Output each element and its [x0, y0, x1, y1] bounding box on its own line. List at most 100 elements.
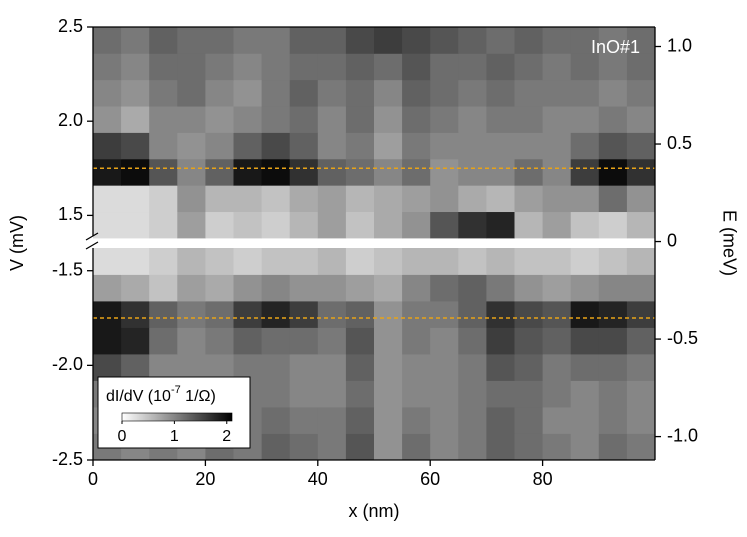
heatmap-cell: [233, 79, 262, 107]
heatmap-cell: [149, 79, 178, 107]
heatmap-cell: [289, 407, 319, 434]
heatmap-cell: [233, 211, 262, 239]
heatmap-cell: [626, 433, 655, 460]
heatmap-cell: [626, 53, 655, 81]
heatmap-cell: [458, 132, 487, 160]
x-tick-label: 20: [195, 469, 215, 489]
heatmap-cell: [261, 106, 291, 133]
heatmap-cell: [121, 211, 150, 239]
heatmap-cell: [261, 158, 291, 186]
axis-break: [85, 241, 99, 250]
heatmap-cell: [233, 106, 262, 133]
heatmap-cell: [598, 79, 628, 107]
heatmap-cell: [514, 380, 543, 408]
heatmap-cell: [205, 132, 234, 160]
heatmap-cell: [486, 79, 515, 107]
heatmap-cell: [458, 433, 487, 460]
colorbar-tick-label: 0: [118, 428, 127, 445]
heatmap-cell: [430, 407, 459, 434]
heatmap-cell: [149, 106, 178, 133]
heatmap-cell: [149, 211, 178, 239]
heatmap-cell: [317, 301, 347, 328]
heatmap-cell: [121, 185, 150, 213]
heatmap-cell: [289, 433, 319, 460]
heatmap-cell: [93, 27, 122, 54]
heatmap-cell: [626, 380, 655, 408]
heatmap-cell: [514, 433, 543, 460]
heatmap-cell: [93, 132, 122, 160]
heatmap-cell: [317, 132, 347, 160]
heatmap-cell: [514, 158, 543, 186]
heatmap-cell: [177, 79, 206, 107]
heatmap-cell: [542, 248, 572, 275]
heatmap-cell: [570, 79, 600, 107]
heatmap-cell: [486, 380, 515, 408]
y-axis-title: V (mV): [7, 215, 27, 271]
heatmap-cell: [486, 185, 515, 213]
y-tick-label: -2.0: [52, 354, 83, 374]
heatmap-cell: [149, 158, 178, 186]
heatmap-cell: [177, 106, 206, 133]
heatmap-cell: [570, 53, 600, 81]
heatmap-cell: [177, 158, 206, 186]
heatmap-cell: [374, 327, 403, 355]
heatmap-cell: [514, 211, 543, 239]
heatmap-cell: [149, 248, 178, 275]
heatmap-cell: [289, 106, 319, 133]
heatmap-cell: [345, 132, 375, 160]
heatmap-cell: [430, 132, 459, 160]
heatmap-cell: [374, 79, 403, 107]
x-tick-label: 40: [308, 469, 328, 489]
heatmap-cell: [598, 158, 628, 186]
heatmap-cell: [598, 211, 628, 239]
heatmap-cell: [149, 132, 178, 160]
heatmap-cell: [570, 380, 600, 408]
heatmap-cell: [345, 433, 375, 460]
heatmap-cell: [289, 53, 319, 81]
heatmap-cell: [121, 327, 150, 355]
heatmap-cell: [93, 185, 122, 213]
heatmap-cell: [430, 106, 459, 133]
heatmap-cell: [261, 407, 291, 434]
heatmap-cell: [402, 185, 431, 213]
heatmap-cell: [514, 274, 543, 302]
heatmap-cell: [486, 327, 515, 355]
heatmap-cell: [289, 185, 319, 213]
heatmap-cell: [430, 158, 459, 186]
heatmap-cell: [542, 327, 572, 355]
heatmap-cell: [93, 158, 122, 186]
heatmap-cell: [514, 27, 543, 54]
heatmap-cell: [570, 158, 600, 186]
heatmap-cell: [261, 79, 291, 107]
heatmap-cell: [402, 354, 431, 381]
heatmap-cell: [570, 301, 600, 328]
heatmap-cell: [570, 433, 600, 460]
heatmap-cell: [345, 211, 375, 239]
heatmap-cell: [261, 274, 291, 302]
heatmap-cell: [289, 132, 319, 160]
heatmap-cell: [121, 248, 150, 275]
axis-break: [85, 232, 99, 241]
y-tick-label: -1.5: [52, 259, 83, 279]
colorbar-title: dI/dV (10-7 1/Ω): [106, 384, 216, 405]
heatmap-cell: [205, 274, 234, 302]
heatmap-cell: [149, 27, 178, 54]
heatmap-cell: [374, 185, 403, 213]
heatmap-cell: [261, 53, 291, 81]
heatmap-cell: [598, 433, 628, 460]
heatmap-cell: [458, 158, 487, 186]
colorbar-box: [97, 376, 251, 449]
colorbar-tick-label: 2: [222, 428, 231, 445]
heatmap-cell: [374, 433, 403, 460]
heatmap-cell: [598, 53, 628, 81]
heatmap-cell: [514, 301, 543, 328]
heatmap-cell: [458, 407, 487, 434]
heatmap-cell: [486, 53, 515, 81]
heatmap-cell: [626, 132, 655, 160]
heatmap-cell: [345, 27, 375, 54]
y2-tick-label: -0.5: [667, 328, 698, 348]
y2-tick-label: -1.0: [667, 425, 698, 445]
heatmap-cell: [430, 248, 459, 275]
heatmap-cell: [317, 158, 347, 186]
heatmap-cell: [374, 211, 403, 239]
